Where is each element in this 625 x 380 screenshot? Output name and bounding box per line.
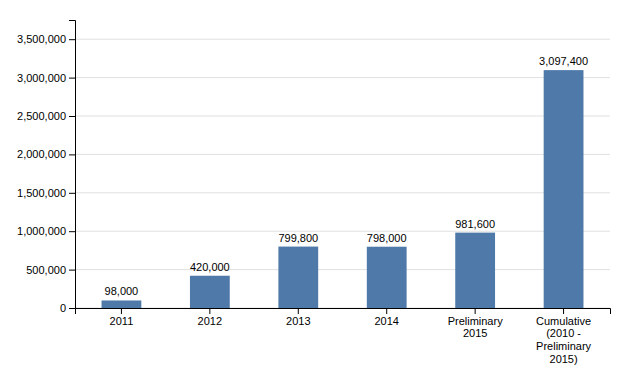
tick-label: 1,000,000 <box>17 225 66 237</box>
tick-mark <box>69 193 75 194</box>
x-axis: 2011 2012 2013 2014 Preliminary2015 Cumulativ… <box>76 308 611 365</box>
grid <box>75 39 610 308</box>
tick: Cumulative(2010 -Preliminary2015) <box>536 308 592 365</box>
grid-line <box>75 231 610 232</box>
tick-label: Cumulative(2010 -Preliminary2015) <box>536 315 592 365</box>
tick-label: 1,500,000 <box>17 187 66 199</box>
tick-label: 2,500,000 <box>17 110 66 122</box>
grid-line <box>75 116 610 117</box>
bar <box>367 247 407 308</box>
axis-line <box>69 21 76 309</box>
bar <box>278 247 318 308</box>
tick-label: 2,000,000 <box>17 148 66 160</box>
tick-mark <box>69 270 75 271</box>
tick-label: 2011 <box>110 315 134 327</box>
grid-line <box>75 39 610 40</box>
chart: 0 500,000 1,000,000 1,500,000 2,000,000 2,500… <box>0 0 625 380</box>
grid-line <box>75 192 610 193</box>
tick: 0 <box>60 302 75 314</box>
tick-label: 3,500,000 <box>17 33 66 45</box>
tick: Preliminary2015 <box>448 308 504 339</box>
tick-label: Preliminary2015 <box>448 315 504 340</box>
bar <box>190 276 230 308</box>
tick-mark <box>69 231 75 232</box>
bar <box>455 233 495 308</box>
tick-mark <box>121 308 122 314</box>
tick: 500,000 <box>26 264 75 276</box>
tick: 3,500,000 <box>17 33 75 45</box>
data-label: 3,097,400 <box>539 55 588 67</box>
tick-mark <box>69 154 75 155</box>
tick-label: 2013 <box>286 315 310 327</box>
data-label: 98,000 <box>105 285 139 297</box>
data-label: 799,800 <box>278 232 318 244</box>
bars <box>102 70 584 308</box>
grid-line <box>75 154 610 155</box>
tick: 3,000,000 <box>17 72 75 84</box>
axis-line <box>76 309 611 315</box>
y-axis: 0 500,000 1,000,000 1,500,000 2,000,000 2,500… <box>17 21 75 315</box>
tick-label: 2012 <box>198 315 222 327</box>
tick-mark <box>298 308 299 314</box>
tick-mark <box>386 308 387 314</box>
tick: 2013 <box>286 308 310 327</box>
tick: 2014 <box>374 308 398 327</box>
bar <box>544 70 584 308</box>
tick-mark <box>563 308 564 314</box>
tick: 1,500,000 <box>17 187 75 199</box>
tick-mark <box>69 78 75 79</box>
grid-line <box>75 269 610 270</box>
tick: 2,000,000 <box>17 148 75 160</box>
tick-label: 0 <box>60 302 66 314</box>
tick-mark <box>475 308 476 314</box>
tick-mark <box>69 39 75 40</box>
tick-mark <box>209 308 210 314</box>
data-label: 798,000 <box>367 232 407 244</box>
data-label: 420,000 <box>190 261 230 273</box>
tick-mark <box>69 116 75 117</box>
tick-label: 2014 <box>374 315 398 327</box>
data-labels: 98,000 420,000 799,800 798,000 981,600 3,097,… <box>105 55 588 297</box>
tick: 2011 <box>110 308 134 327</box>
tick: 2012 <box>198 308 222 327</box>
tick-label: 3,000,000 <box>17 72 66 84</box>
tick-label: 500,000 <box>26 264 66 276</box>
tick-mark <box>69 308 75 309</box>
plot: 0 500,000 1,000,000 1,500,000 2,000,000 2,500… <box>17 21 610 365</box>
bar <box>102 300 142 308</box>
grid-line <box>75 77 610 78</box>
tick: 2,500,000 <box>17 110 75 122</box>
tick: 1,000,000 <box>17 225 75 237</box>
data-label: 981,600 <box>455 218 495 230</box>
